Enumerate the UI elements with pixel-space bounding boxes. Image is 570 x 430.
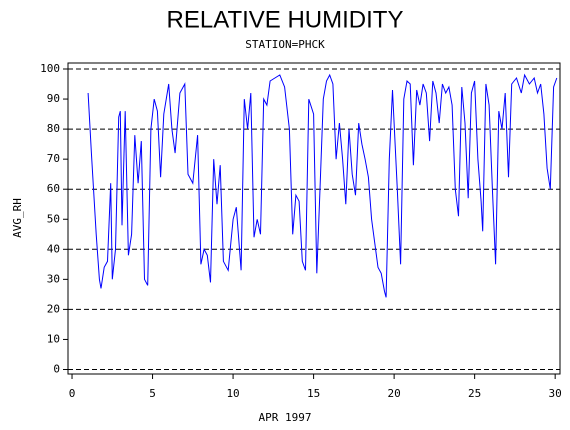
x-tick-label: 5 [149,387,156,400]
y-tick-label: 40 [47,242,60,255]
y-tick-label: 10 [47,332,60,345]
y-tick-label: 60 [47,182,60,195]
x-axis-label: APR 1997 [259,411,312,424]
chart-title: RELATIVE HUMIDITY [167,6,404,33]
plot-frame [67,62,561,375]
x-tick-label: 25 [468,387,481,400]
data-line [87,73,558,298]
x-tick-label: 20 [387,387,400,400]
y-tick-label: 70 [47,152,60,165]
y-tick-label: 30 [47,272,60,285]
y-tick-label: 90 [47,92,60,105]
x-tick-label: 30 [549,387,562,400]
y-tick-label: 100 [40,62,60,75]
y-tick-label: 50 [47,212,60,225]
y-axis-label: AVG_RH [11,198,24,238]
x-tick-label: 0 [69,387,76,400]
y-tick-label: 20 [47,302,60,315]
x-tick-label: 15 [307,387,320,400]
chart-subtitle: STATION=PHCK [245,38,325,51]
x-tick-label: 10 [226,387,239,400]
y-tick-label: 0 [53,362,60,375]
y-tick-label: 80 [47,122,60,135]
